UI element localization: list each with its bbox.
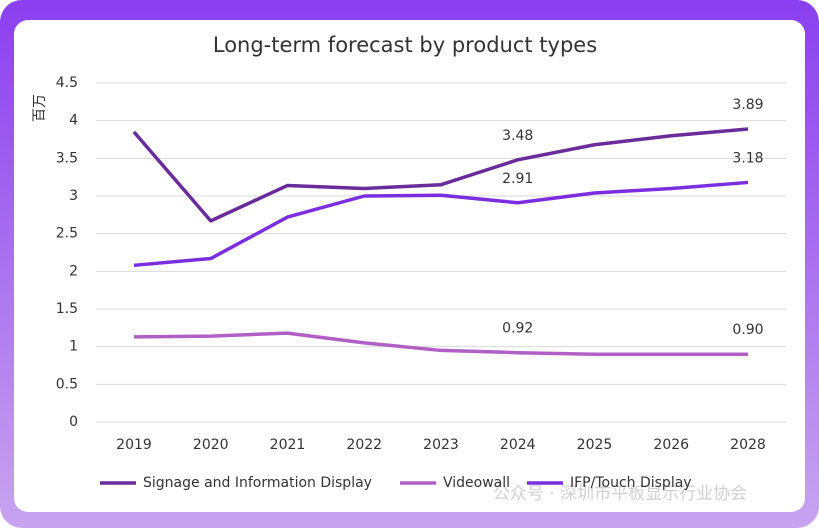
chart-title: Long-term forecast by product types (213, 33, 597, 57)
y-tick-label: 0.5 (56, 376, 78, 392)
legend-label: Videowall (443, 475, 510, 491)
x-tick-label: 2022 (346, 437, 382, 453)
y-axis-label: 百万 (32, 94, 48, 122)
y-tick-label: 4 (69, 113, 78, 129)
x-tick-label: 2026 (653, 437, 689, 453)
data-label: 3.89 (732, 97, 763, 113)
y-tick-label: 3 (69, 188, 78, 204)
y-tick-label: 3.5 (56, 150, 78, 166)
y-tick-label: 2 (69, 263, 78, 279)
watermark: 公众号 · 深圳市平板显示行业协会 (493, 484, 747, 504)
legend-label: Signage and Information Display (143, 475, 372, 491)
x-tick-label: 2025 (577, 437, 613, 453)
data-label: 3.18 (732, 150, 763, 166)
x-tick-label: 2021 (270, 437, 306, 453)
legend-label: IFP/Touch Display (570, 475, 692, 491)
y-tick-label: 2.5 (56, 226, 78, 242)
series-line (133, 331, 748, 356)
x-tick-label: 2019 (116, 437, 152, 453)
series-line (133, 180, 749, 268)
y-tick-label: 4.5 (56, 75, 78, 91)
x-tick-label: 2023 (423, 437, 459, 453)
x-tick-label: 2024 (500, 437, 536, 453)
series-line (132, 127, 749, 223)
data-label: 2.91 (502, 171, 533, 187)
data-label: 0.92 (502, 321, 533, 337)
x-tick-label: 2028 (730, 437, 766, 453)
data-label: 0.90 (732, 322, 763, 338)
data-label: 3.48 (502, 128, 533, 144)
y-tick-label: 0 (69, 414, 78, 430)
y-tick-label: 1 (69, 339, 78, 355)
x-tick-label: 2020 (193, 437, 229, 453)
y-tick-label: 1.5 (56, 301, 78, 317)
